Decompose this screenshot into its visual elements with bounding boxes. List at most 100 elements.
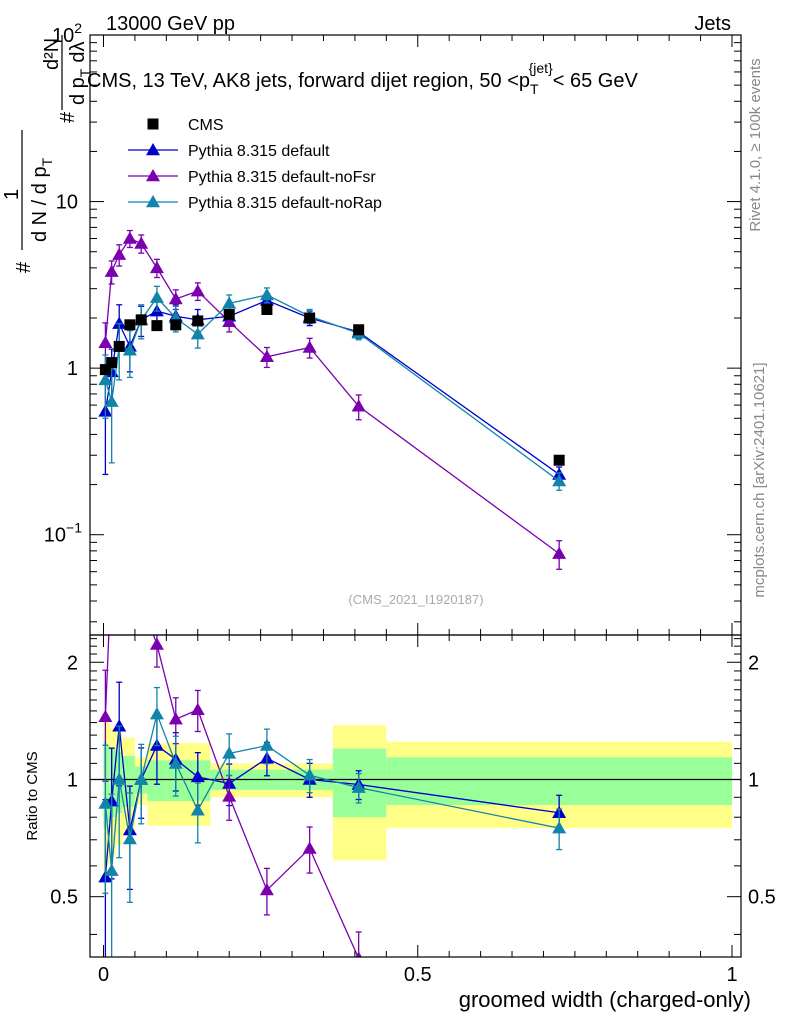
uncertainty-band-green [122, 755, 135, 807]
ratio-plot-area [90, 558, 741, 957]
header-energy-label: 13000 GeV pp [106, 13, 235, 35]
data-point-cms [261, 303, 273, 315]
legend-marker-noFsr [146, 169, 160, 182]
data-point-noFsr [122, 231, 137, 244]
ratio-point-noFsr [355, 951, 362, 957]
y-tick-label-ratio-right: 0.5 [748, 887, 776, 909]
ratio-point-noRap [134, 772, 149, 785]
data-point-cms [170, 319, 182, 331]
y-tick-label-ratio-right: 2 [748, 652, 759, 674]
main-y-axis-label: # 1 d N / d pT # d²N d pTdλ [1, 35, 93, 273]
legend-marker-default [146, 143, 160, 156]
data-point-noFsr [259, 349, 274, 363]
ratio-point-noRap [259, 738, 274, 751]
y-tick-label-main: 10 [56, 192, 78, 214]
ratio-point-noRap [351, 780, 366, 793]
x-axis-label: groomed width (charged-only) [459, 987, 751, 1012]
ratio-point-noRap [149, 707, 164, 720]
ratio-series-group [90, 558, 741, 957]
header-jets-label: Jets [694, 13, 731, 35]
ratio-point-noFsr [105, 560, 119, 572]
ratio-point-noRap [122, 831, 137, 845]
data-point-default [112, 316, 127, 329]
ratio-point-noFsr [134, 594, 148, 606]
ratio-point-noFsr [168, 712, 183, 725]
data-point-cms [99, 364, 111, 376]
legend-label-default: Pythia 8.315 default [188, 143, 330, 160]
title-sup: {jet} [529, 60, 553, 76]
ylabel-numerator: d²N [41, 38, 63, 70]
data-point-noFsr [104, 264, 119, 277]
data-point-noRap [98, 372, 113, 386]
ylabel-hash: # [13, 261, 35, 273]
legend-label-cms: CMS [188, 117, 224, 134]
data-point-cms [113, 340, 125, 352]
ratio-point-noRap [552, 821, 567, 834]
ratio-point-default [190, 769, 205, 783]
data-point-noFsr [190, 284, 205, 297]
y-tick-label-ratio-right: 1 [748, 769, 759, 791]
main-plot-area [98, 229, 567, 570]
data-point-noFsr [149, 260, 164, 274]
data-point-cms [106, 357, 118, 369]
data-point-noFsr [351, 399, 366, 412]
ratio-point-noFsr [98, 709, 113, 723]
ratio-point-noFsr [190, 702, 205, 715]
data-point-noRap [259, 287, 274, 301]
data-point-cms [151, 320, 163, 332]
title-suffix: < 65 GeV [553, 70, 639, 92]
ratio-point-default [112, 719, 127, 732]
legend-marker-cms [147, 118, 159, 130]
plot-title: CMS, 13 TeV, AK8 jets, forward dijet reg… [87, 60, 638, 97]
title-sub: T [530, 81, 539, 97]
data-point-cms [223, 308, 235, 320]
uncertainty-band-green [106, 745, 110, 822]
x-tick-label: 0 [98, 964, 109, 986]
y-tick-label-main: 1 [67, 358, 78, 380]
y-tick-label-ratio: 2 [67, 652, 78, 674]
data-point-cms [124, 319, 136, 331]
data-point-noRap [552, 474, 567, 487]
legend: CMS Pythia 8.315 default Pythia 8.315 defa… [128, 117, 382, 212]
ylabel-one: 1 [1, 189, 23, 200]
ylabel-denominator: d N / d pT [29, 157, 55, 242]
ratio-point-noRap [104, 863, 119, 876]
data-point-cms [304, 312, 316, 324]
data-point-cms [353, 324, 365, 336]
data-point-noRap [104, 394, 119, 407]
legend-label-noRap: Pythia 8.315 default-noRap [188, 195, 382, 212]
data-point-noRap [149, 290, 164, 303]
ratio-point-noRap [190, 803, 205, 816]
data-point-noFsr [552, 546, 567, 559]
ylabel-hash-2: # [57, 111, 79, 123]
y-tick-label-main: 102 [52, 20, 82, 47]
legend-marker-noRap [146, 195, 160, 208]
ratio-point-noRap [98, 796, 113, 809]
ylabel-numer-bottom: d pTdλ [67, 42, 93, 106]
ratio-point-noFsr [112, 558, 126, 570]
ratio-y-axis-label: Ratio to CMS [24, 751, 41, 840]
data-point-cms [553, 454, 565, 466]
rivet-version-label: Rivet 4.1.0, ≥ 100k events [747, 58, 764, 231]
ratio-point-noFsr [302, 841, 317, 854]
legend-label-noFsr: Pythia 8.315 default-noFsr [188, 169, 376, 186]
y-tick-label-main: 10−1 [44, 520, 82, 547]
data-point-noFsr [112, 247, 127, 260]
x-tick-label: 1 [726, 964, 737, 986]
title-prefix: CMS, 13 TeV, AK8 jets, forward dijet reg… [87, 70, 530, 92]
ratio-point-noFsr [149, 637, 164, 650]
ratio-point-noFsr [123, 571, 137, 583]
data-point-noFsr [168, 292, 183, 305]
data-point-noFsr [134, 236, 149, 249]
data-point-noRap [190, 327, 205, 340]
data-point-noFsr [222, 314, 237, 327]
y-tick-label-ratio: 1 [67, 769, 78, 791]
data-point-noRap [222, 296, 237, 309]
y-tick-label-ratio: 0.5 [50, 887, 78, 909]
main-series-group [98, 229, 567, 570]
data-point-cms [192, 315, 204, 327]
ratio-point-noRap [222, 746, 237, 759]
ratio-frame [89, 634, 742, 958]
x-tick-label: 0.5 [404, 964, 432, 986]
